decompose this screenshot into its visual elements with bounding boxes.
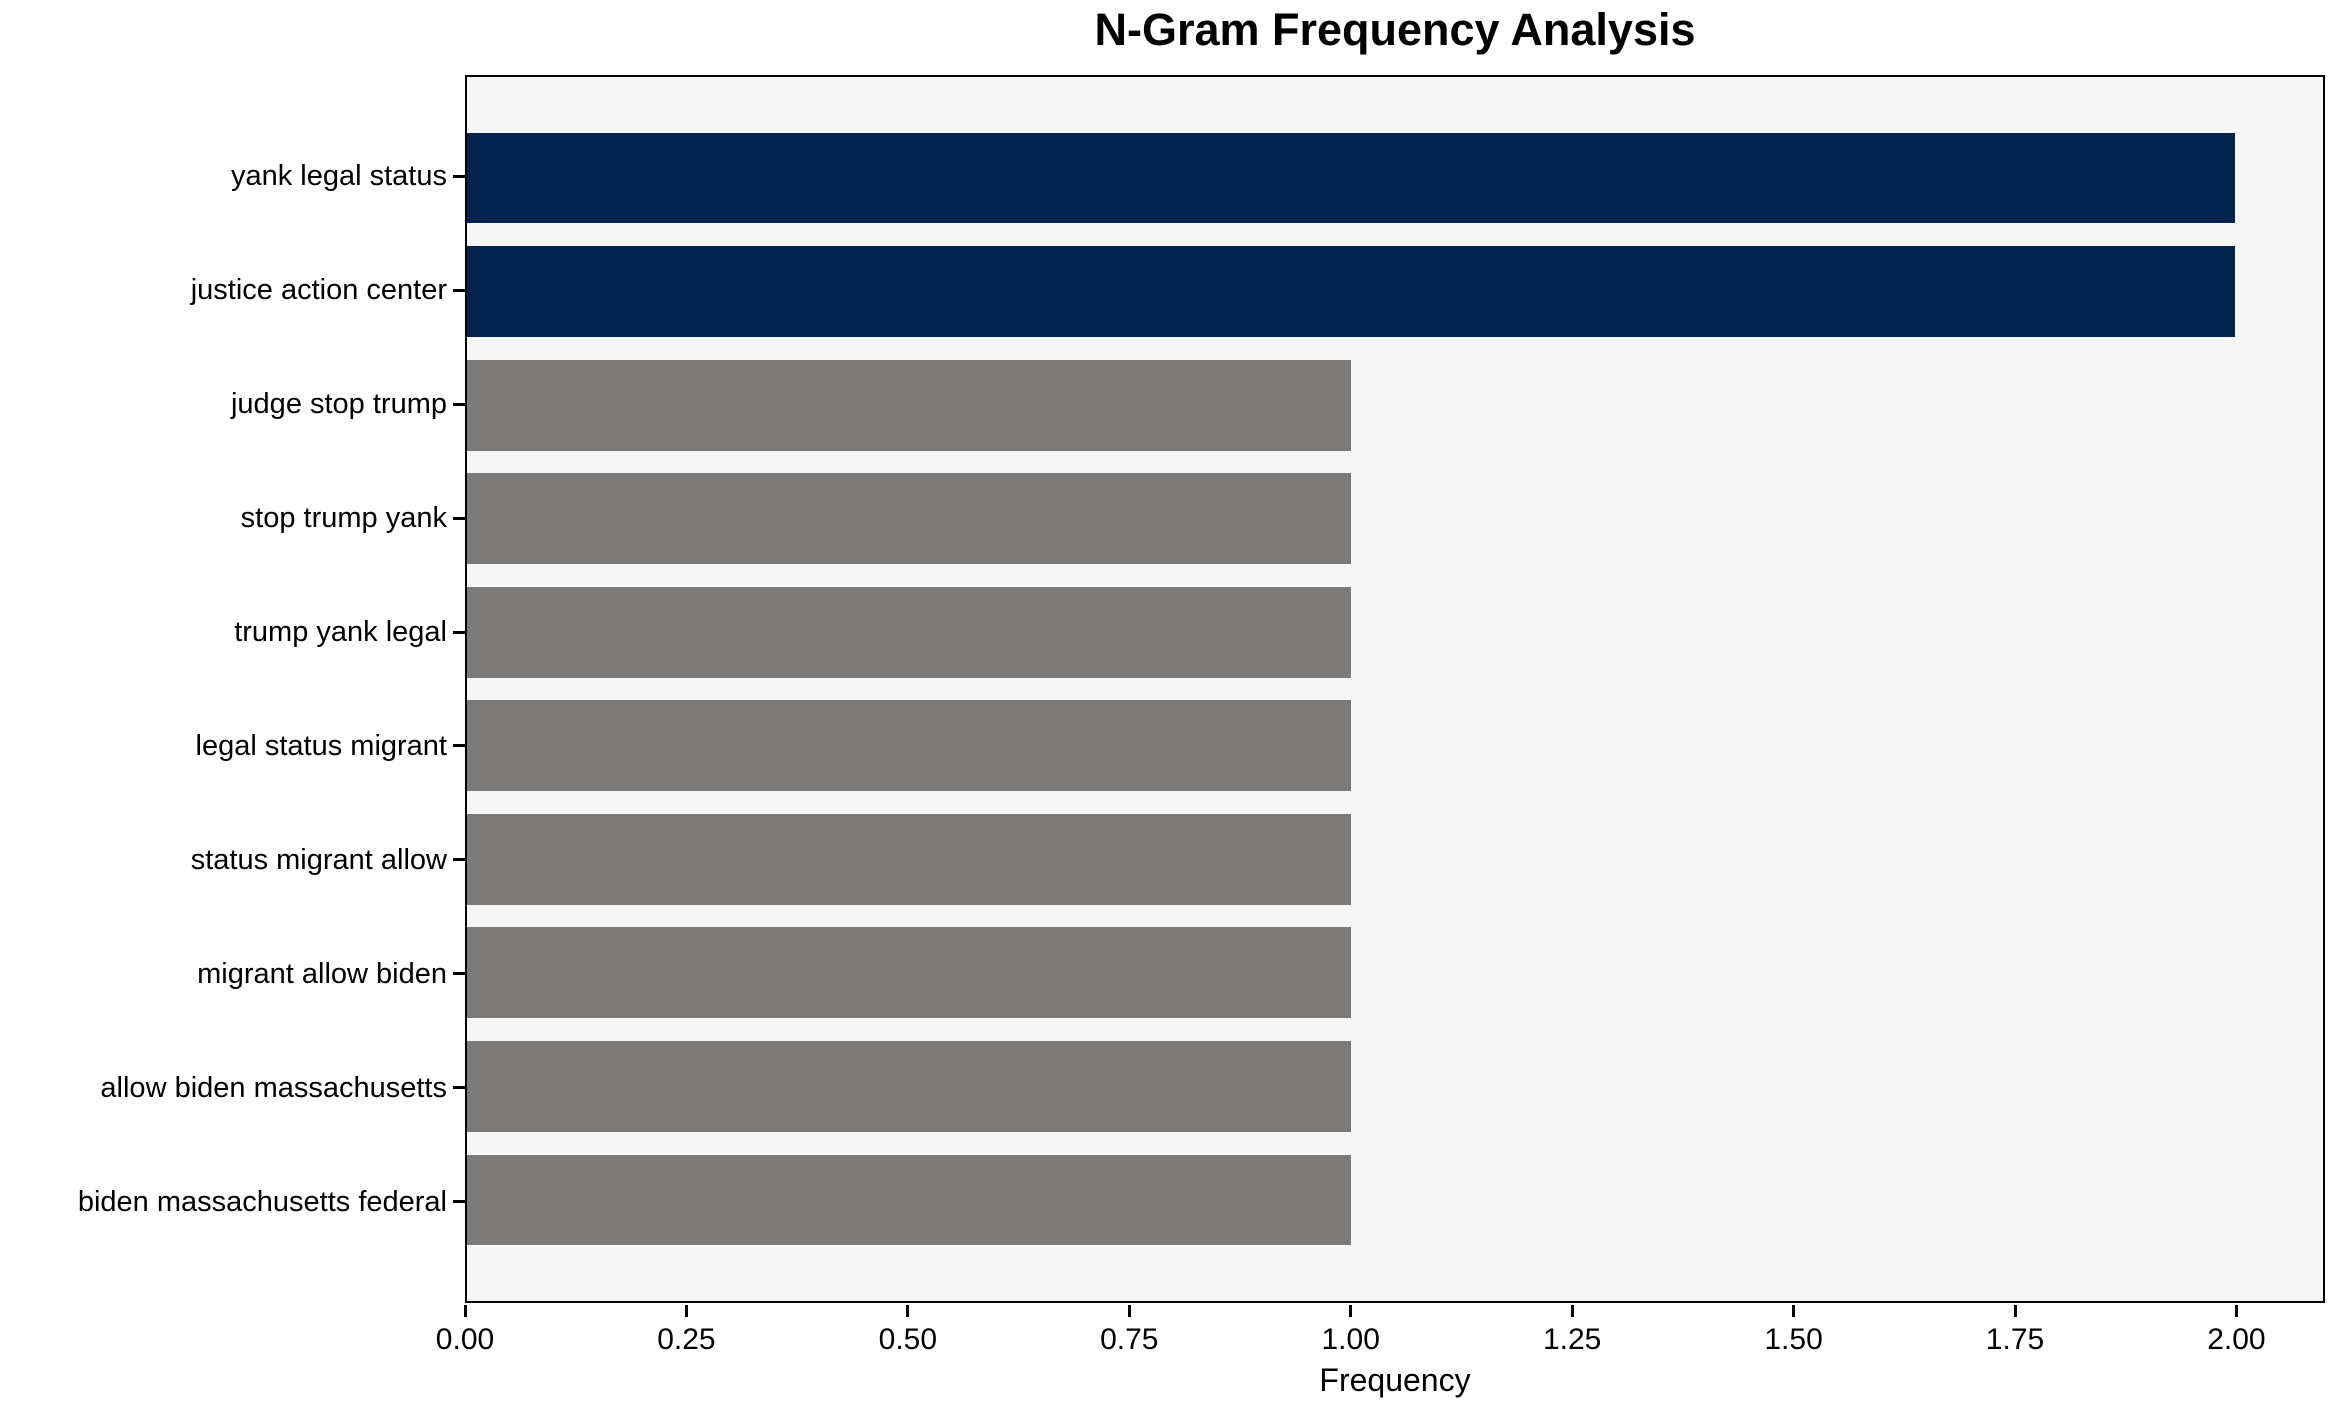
plot-area bbox=[465, 75, 2325, 1303]
y-tick-mark bbox=[453, 972, 465, 976]
x-tick-mark bbox=[1127, 1305, 1131, 1317]
bar bbox=[467, 1154, 1351, 1246]
y-tick-label: judge stop trump bbox=[230, 388, 447, 421]
x-tick-label: 2.00 bbox=[2207, 1323, 2266, 1356]
x-axis-label: Frequency bbox=[1319, 1362, 1471, 1398]
y-tick-mark bbox=[453, 858, 465, 862]
x-tick-mark bbox=[463, 1305, 467, 1317]
y-tick-mark bbox=[453, 288, 465, 292]
y-tick-mark bbox=[453, 402, 465, 406]
y-tick-mark bbox=[453, 174, 465, 178]
x-tick-mark bbox=[1792, 1305, 1796, 1317]
bar bbox=[467, 927, 1351, 1019]
bar bbox=[467, 359, 1351, 451]
y-tick-label: status migrant allow bbox=[190, 843, 447, 876]
y-tick-label: trump yank legal bbox=[234, 616, 447, 649]
y-tick-mark bbox=[453, 516, 465, 520]
x-tick-label: 1.50 bbox=[1764, 1323, 1823, 1356]
y-tick-label: legal status migrant bbox=[195, 729, 447, 762]
y-tick-label: allow biden massachusetts bbox=[100, 1071, 447, 1104]
x-tick-mark bbox=[906, 1305, 910, 1317]
y-tick-label: biden massachusetts federal bbox=[77, 1185, 447, 1218]
x-tick-mark bbox=[2013, 1305, 2017, 1317]
bar bbox=[467, 813, 1351, 905]
bar bbox=[467, 700, 1351, 792]
x-tick-label: 0.00 bbox=[435, 1323, 495, 1356]
bar bbox=[467, 246, 2235, 337]
x-tick-mark bbox=[684, 1305, 688, 1317]
y-tick-label: justice action center bbox=[190, 274, 447, 307]
x-tick-mark bbox=[2234, 1305, 2238, 1317]
x-tick-label: 1.25 bbox=[1542, 1323, 1602, 1356]
y-tick-mark bbox=[453, 1086, 465, 1090]
x-tick-label: 1.75 bbox=[1985, 1323, 2045, 1356]
y-tick-mark bbox=[453, 630, 465, 634]
y-tick-mark bbox=[453, 744, 465, 748]
y-tick-label: migrant allow biden bbox=[197, 957, 447, 990]
x-tick-label: 0.25 bbox=[657, 1323, 716, 1356]
bar bbox=[467, 586, 1351, 678]
y-tick-label: stop trump yank bbox=[240, 502, 447, 535]
chart-title: N-Gram Frequency Analysis bbox=[1094, 4, 1696, 55]
x-tick-label: 1.00 bbox=[1321, 1323, 1380, 1356]
y-tick-mark bbox=[453, 1200, 465, 1204]
bar bbox=[467, 473, 1351, 565]
x-tick-label: 0.50 bbox=[878, 1323, 938, 1356]
x-tick-mark bbox=[1570, 1305, 1574, 1317]
y-tick-label: yank legal status bbox=[230, 160, 447, 193]
x-tick-mark bbox=[1349, 1305, 1353, 1317]
bar bbox=[467, 132, 2235, 224]
x-tick-label: 0.75 bbox=[1100, 1323, 1159, 1356]
bar bbox=[467, 1040, 1351, 1132]
